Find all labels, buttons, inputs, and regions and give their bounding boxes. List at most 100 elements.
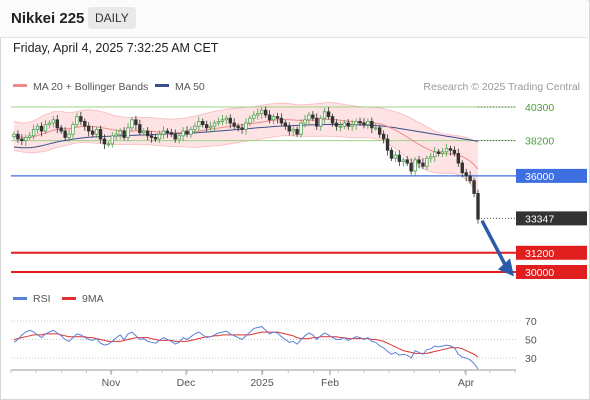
candle-body	[271, 116, 276, 121]
candle-body	[319, 117, 323, 127]
candle-body	[244, 122, 248, 130]
candle-body	[157, 133, 162, 140]
candle-body	[287, 125, 291, 132]
candle-body	[267, 114, 272, 121]
level-tag-36000	[516, 168, 587, 183]
candle-body	[409, 162, 413, 172]
candle-body	[47, 122, 52, 126]
forecast-arrow-head	[498, 258, 514, 277]
candle-body	[283, 122, 288, 127]
candle-body	[263, 109, 268, 116]
candle-body	[181, 130, 185, 137]
candle-body	[24, 137, 28, 142]
candle-body	[39, 125, 44, 132]
candle-body	[20, 138, 24, 142]
candle-body	[279, 117, 284, 124]
candle-body	[417, 159, 421, 164]
candle-body	[260, 109, 264, 114]
candle-body	[212, 122, 217, 127]
candle-body	[35, 125, 40, 130]
candle-body	[354, 121, 358, 126]
candle-body	[118, 130, 122, 135]
level-tag-31200	[516, 245, 587, 260]
candle-body	[204, 124, 209, 129]
candle-body	[433, 151, 437, 158]
candle-body	[456, 153, 461, 164]
candle-body	[358, 121, 362, 124]
candle-body	[31, 129, 36, 137]
candle-body	[413, 159, 417, 172]
level-label-31200: 31200	[525, 248, 554, 260]
candle-body	[322, 111, 327, 119]
candle-body	[145, 130, 150, 137]
candle-body	[385, 138, 390, 151]
candle-body	[377, 127, 382, 135]
candle-body	[436, 151, 441, 154]
legend-rsi-ma-swatch	[62, 297, 76, 300]
rsi-tick-70: 70	[525, 316, 537, 328]
candle-body	[315, 117, 319, 127]
candle-body	[189, 129, 193, 135]
candle-body	[389, 149, 394, 159]
candle-body	[240, 127, 244, 130]
candle-body	[197, 121, 201, 127]
level-label-36000: 36000	[525, 171, 554, 183]
price-plot: 40300 38200 36000 31200 30000 33347	[11, 102, 587, 279]
candle-body	[425, 157, 429, 167]
level-label-38200: 38200	[525, 136, 554, 148]
current-price-tag	[516, 211, 587, 226]
candle-body	[138, 124, 142, 134]
rsi-tick-50: 50	[525, 335, 537, 347]
rsi-tick-30: 30	[525, 353, 537, 365]
x-axis: Nov Dec 2025 Feb Apr	[10, 369, 516, 389]
candle-body	[303, 119, 307, 124]
candle-body	[142, 130, 146, 134]
level-label-30000: 30000	[525, 267, 554, 279]
candle-body	[381, 133, 386, 140]
candle-body	[134, 119, 138, 126]
x-tick-label-Nov: Nov	[102, 377, 121, 389]
legend-rsi-ma-label: 9MA	[82, 293, 104, 305]
x-tick-label-Apr: Apr	[458, 377, 475, 389]
candle-body	[83, 121, 87, 127]
x-tick-label-2025: 2025	[250, 377, 274, 389]
candle-body	[440, 151, 445, 154]
candle-body	[248, 117, 252, 124]
candle-body	[130, 119, 134, 129]
candle-body	[67, 133, 71, 138]
candle-body	[232, 122, 236, 127]
candle-body	[476, 193, 480, 220]
candle-body	[114, 133, 118, 137]
candle-body	[98, 129, 103, 140]
candle-body	[185, 130, 189, 135]
rsi-line	[13, 326, 479, 370]
candle-body	[153, 137, 158, 140]
price-legend: MA 20 + Bollinger Bands MA 50 Research ©…	[13, 81, 580, 93]
candle-body	[28, 135, 32, 138]
candle-body	[224, 117, 229, 121]
legend-ma20-label: MA 20 + Bollinger Bands	[33, 81, 148, 93]
x-tick-label-Dec: Dec	[177, 377, 196, 389]
candle-body	[429, 156, 433, 159]
candle-body	[94, 129, 99, 135]
rsi-legend: RSI 9MA	[13, 293, 104, 305]
candle-body	[12, 133, 16, 138]
candle-body	[43, 124, 48, 132]
candle-body	[228, 117, 232, 124]
candle-body	[346, 122, 350, 127]
timeframe-badge[interactable]: DAILY	[88, 7, 136, 29]
rsi-ma-line	[13, 331, 479, 358]
legend-ma20-swatch	[13, 84, 27, 87]
candle-body	[468, 175, 472, 182]
candle-body	[169, 132, 173, 135]
level-tag-30000	[516, 265, 587, 279]
candle-body	[79, 116, 83, 122]
candle-body	[161, 130, 166, 135]
legend-rsi-label: RSI	[33, 293, 51, 305]
candle-body	[338, 125, 343, 128]
candle-body	[149, 135, 154, 138]
instrument-title: Nikkei 225	[11, 10, 85, 27]
candle-body	[464, 172, 468, 177]
candle-body	[452, 149, 457, 154]
legend-rsi-swatch	[13, 297, 27, 300]
